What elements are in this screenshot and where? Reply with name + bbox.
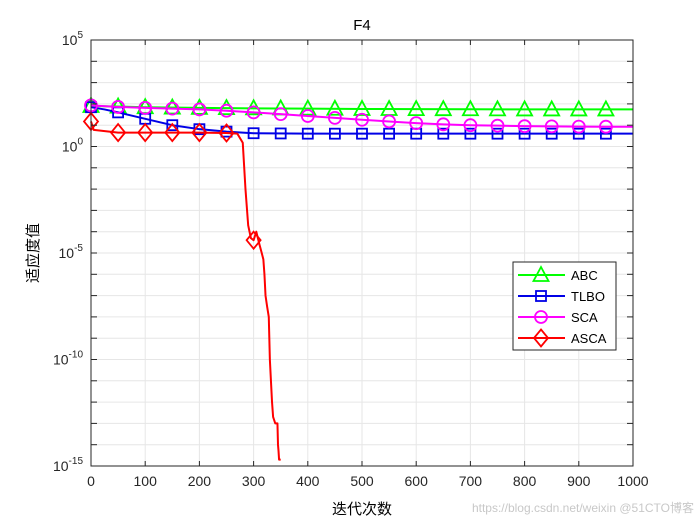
y-tick-label: 10-10 — [53, 350, 83, 368]
y-tick-label: 10-5 — [59, 243, 84, 261]
tlbo-marker — [274, 127, 287, 140]
abc-marker — [569, 99, 588, 117]
abc-marker — [190, 97, 209, 115]
tlbo-marker — [491, 127, 504, 140]
sca-marker — [382, 114, 397, 129]
legend-label: ABC — [571, 268, 598, 283]
sca-marker — [165, 101, 180, 116]
series-sca — [84, 98, 634, 134]
abc-marker — [488, 99, 507, 117]
tlbo-marker — [166, 119, 179, 132]
grid-lines — [90, 39, 634, 467]
tlbo-marker — [600, 127, 612, 140]
abc-marker — [461, 99, 480, 117]
x-axis-label: 迭代次数 — [332, 500, 392, 518]
sca-marker — [409, 116, 424, 131]
legend-label: TLBO — [571, 289, 605, 304]
x-tick-label: 1000 — [617, 473, 648, 489]
legend-item-abc: ABC — [518, 265, 598, 283]
sca-marker — [273, 107, 288, 122]
tlbo-marker — [356, 127, 368, 140]
tlbo-marker — [464, 127, 477, 140]
abc-marker — [596, 99, 615, 117]
x-tick-label: 800 — [513, 473, 537, 489]
sca-marker — [138, 100, 153, 115]
x-tick-label: 100 — [134, 473, 158, 489]
abc-marker — [325, 98, 344, 116]
sca-marker — [544, 119, 559, 134]
axis-ticks: 0 100 200 300 400 500 600 700 800 900 1000 10-15 10-… — [53, 30, 649, 489]
tlbo-marker — [383, 127, 396, 140]
asca-marker — [164, 122, 181, 143]
legend-marker — [534, 310, 548, 324]
asca-marker — [245, 230, 262, 251]
abc-marker — [515, 99, 534, 117]
abc-marker — [434, 99, 453, 117]
y-axis-label: 适应度值 — [24, 223, 42, 283]
x-tick-label: 900 — [567, 473, 591, 489]
x-tick-label: 600 — [405, 473, 429, 489]
legend-item-asca: ASCA — [518, 328, 607, 348]
x-tick-label: 700 — [459, 473, 483, 489]
asca-marker — [109, 122, 127, 143]
watermark-text: https://blog.csdn.net/weixin @51CTO博客 — [472, 500, 694, 515]
series-layer — [81, 96, 634, 461]
asca-marker — [137, 122, 154, 143]
legend-box — [512, 261, 617, 351]
sca-marker — [436, 117, 451, 132]
y-tick-label: 10-15 — [53, 456, 83, 474]
x-tick-label: 300 — [242, 473, 266, 489]
y-tick-label: 100 — [62, 137, 84, 155]
sca-marker — [219, 103, 234, 118]
y-tick-label: 105 — [62, 30, 84, 48]
tlbo-marker — [247, 127, 260, 140]
legend-marker — [531, 265, 551, 282]
legend-label: SCA — [571, 310, 598, 325]
sca-marker — [192, 102, 207, 117]
sca-marker — [300, 109, 315, 123]
x-tick-label: 200 — [188, 473, 212, 489]
legend-item-tlbo: TLBO — [518, 289, 605, 304]
legend-item-sca: SCA — [518, 310, 598, 325]
chart-title: F4 — [353, 17, 371, 34]
asca-marker — [191, 122, 208, 143]
tlbo-marker — [518, 127, 531, 140]
sca-marker — [111, 100, 125, 114]
sca-marker — [327, 111, 342, 125]
abc-marker — [352, 99, 372, 116]
x-tick-label: 400 — [296, 473, 320, 489]
series-line-abc — [90, 104, 633, 111]
tlbo-marker — [437, 127, 450, 140]
abc-marker — [298, 98, 317, 116]
sca-marker — [517, 119, 532, 134]
sca-marker — [599, 119, 613, 134]
tlbo-marker — [328, 127, 341, 140]
legend-marker — [532, 328, 550, 348]
sca-marker — [490, 118, 505, 133]
sca-marker — [355, 112, 369, 127]
series-line-asca — [90, 121, 281, 461]
series-line-sca — [90, 104, 634, 128]
legend: ABC TLBO SCA ASCA — [512, 261, 617, 351]
abc-marker — [407, 99, 426, 116]
x-tick-label: 0 — [87, 473, 95, 489]
asca-marker — [218, 123, 235, 143]
sca-marker — [246, 105, 261, 120]
x-tick-label: 500 — [350, 473, 374, 489]
abc-marker — [542, 99, 561, 117]
tlbo-marker — [301, 127, 314, 140]
tlbo-marker — [545, 127, 558, 140]
abc-marker — [163, 97, 182, 115]
legend-label: ASCA — [571, 331, 607, 346]
sca-marker — [463, 118, 478, 133]
sca-marker — [571, 119, 586, 134]
legend-marker — [535, 290, 547, 302]
tlbo-marker — [572, 127, 585, 140]
